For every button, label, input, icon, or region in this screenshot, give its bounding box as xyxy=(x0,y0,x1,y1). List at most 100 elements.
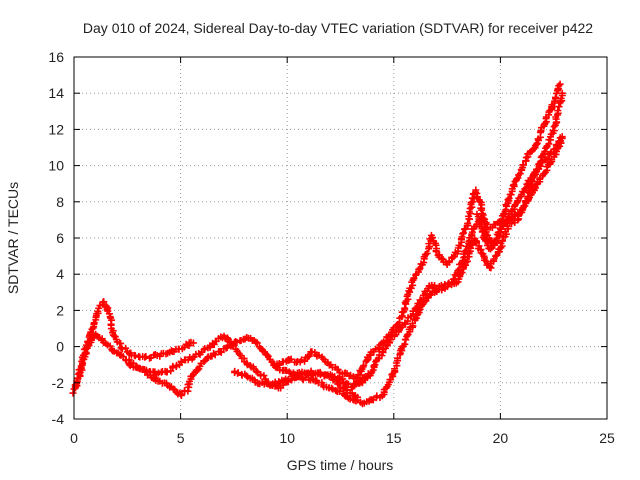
data-point xyxy=(519,161,527,169)
data-point xyxy=(360,361,368,369)
data-point xyxy=(77,364,85,372)
data-point xyxy=(298,375,306,383)
data-point xyxy=(507,217,515,225)
series-track-g xyxy=(473,133,566,253)
plot-area xyxy=(69,80,566,408)
x-tick-label: 10 xyxy=(279,430,295,446)
data-point xyxy=(106,342,114,350)
data-point xyxy=(530,145,538,153)
data-point xyxy=(458,269,466,277)
series-track-e xyxy=(273,89,566,386)
data-point xyxy=(252,367,260,375)
data-point xyxy=(328,384,336,392)
data-point xyxy=(551,93,559,101)
y-tick-label: 0 xyxy=(56,339,64,355)
x-tick-label: 15 xyxy=(386,430,402,446)
plot-frame xyxy=(73,56,608,420)
data-point xyxy=(335,380,343,388)
data-point xyxy=(432,248,440,256)
data-point xyxy=(546,159,554,167)
data-point xyxy=(125,360,133,368)
data-point xyxy=(460,229,468,237)
data-point xyxy=(413,303,421,311)
data-point xyxy=(81,353,89,361)
series-track-f xyxy=(350,80,564,390)
data-point xyxy=(466,204,474,212)
data-point xyxy=(423,249,431,257)
data-point xyxy=(516,170,524,178)
x-tick-label: 20 xyxy=(493,430,509,446)
data-point xyxy=(472,238,480,246)
data-point xyxy=(478,228,486,236)
series-track-c xyxy=(125,134,566,408)
data-point xyxy=(142,353,150,361)
y-tick-label: -2 xyxy=(52,375,65,391)
data-point xyxy=(426,291,434,299)
data-point xyxy=(454,267,462,275)
data-point xyxy=(98,335,106,343)
data-point xyxy=(169,385,177,393)
data-point xyxy=(521,185,529,193)
data-point xyxy=(411,315,419,323)
y-tick-label: 8 xyxy=(56,194,64,210)
data-point xyxy=(537,162,545,170)
y-tick-label: 2 xyxy=(56,302,64,318)
data-point xyxy=(352,378,360,386)
data-point xyxy=(305,352,313,360)
data-point xyxy=(493,251,501,259)
data-point xyxy=(497,225,505,233)
data-point xyxy=(457,242,465,250)
data-point xyxy=(558,133,566,141)
data-point xyxy=(211,351,219,359)
data-point xyxy=(476,217,484,225)
y-tick-label: -4 xyxy=(52,411,65,427)
data-point xyxy=(69,389,77,397)
data-point xyxy=(184,387,192,395)
data-point xyxy=(260,372,268,380)
data-point xyxy=(531,184,539,192)
data-point xyxy=(520,188,528,196)
data-point xyxy=(504,196,512,204)
data-point xyxy=(370,362,378,370)
data-point xyxy=(253,339,261,347)
data-point xyxy=(555,103,563,111)
data-point xyxy=(464,219,472,227)
data-point xyxy=(216,347,224,355)
data-point xyxy=(177,391,185,399)
y-tick-label: 4 xyxy=(56,266,64,282)
data-point xyxy=(472,188,480,196)
chart-title: Day 010 of 2024, Sidereal Day-to-day VTE… xyxy=(83,20,593,36)
data-point xyxy=(374,345,382,353)
data-point xyxy=(189,339,197,347)
data-point xyxy=(513,175,521,183)
data-point xyxy=(547,149,555,157)
y-tick-label: 14 xyxy=(48,85,64,101)
data-point xyxy=(450,253,458,261)
data-point xyxy=(336,387,344,395)
data-point xyxy=(122,344,130,352)
x-tick-label: 25 xyxy=(599,430,615,446)
data-point xyxy=(462,258,470,266)
y-tick-label: 10 xyxy=(48,158,64,174)
data-point xyxy=(131,352,139,360)
x-tick-label: 0 xyxy=(70,430,78,446)
y-tick-label: 6 xyxy=(56,230,64,246)
data-point xyxy=(217,348,225,356)
data-point xyxy=(556,80,564,88)
data-point xyxy=(252,338,260,346)
data-point xyxy=(544,155,552,163)
data-point xyxy=(301,357,309,365)
x-axis-label: GPS time / hours xyxy=(287,457,394,473)
data-point xyxy=(210,349,218,357)
y-tick-label: 12 xyxy=(48,121,64,137)
y-tick-label: 16 xyxy=(48,49,64,65)
data-point xyxy=(285,368,293,376)
x-tick-label: 5 xyxy=(177,430,185,446)
data-point xyxy=(394,354,402,362)
data-point xyxy=(554,107,562,115)
y-axis: -4 -2 0 2 4 6 8 10 12 14 16 xyxy=(48,49,607,427)
data-point xyxy=(242,372,250,380)
data-point xyxy=(429,234,437,242)
data-point xyxy=(459,230,467,238)
